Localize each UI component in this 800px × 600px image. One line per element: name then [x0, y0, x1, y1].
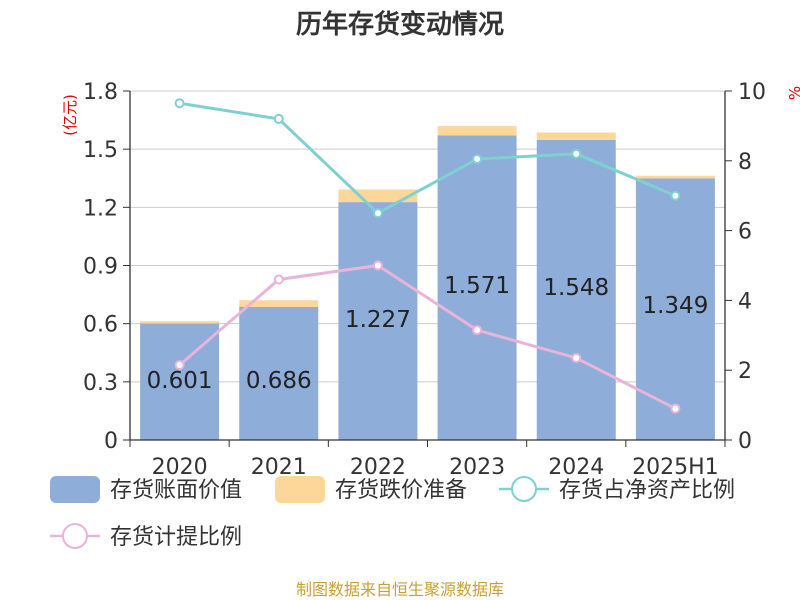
- point-inventory-to-net-assets: [372, 208, 383, 219]
- bar-inventory-impairment: [437, 126, 517, 136]
- point-inventory-to-net-assets: [273, 113, 284, 124]
- right-axis-unit: %: [786, 86, 800, 100]
- point-inventory-to-net-assets: [472, 154, 483, 165]
- line-inventory-to-net-assets: [179, 101, 677, 215]
- legend-impairment-ratio-label: 存货计提比例: [110, 525, 242, 550]
- bar-inventory-book-value: [239, 306, 319, 440]
- left-tick-label: 1.8: [83, 80, 118, 105]
- bar-inventory-book-value: [536, 139, 616, 441]
- right-tick-label: 2: [738, 359, 752, 384]
- right-tick-label: 4: [738, 289, 752, 314]
- bar-data-label: 1.349: [642, 293, 708, 319]
- legend-inventory-to-net-assets-label: 存货占净资产比例: [559, 478, 735, 503]
- left-tick-label: 1.2: [83, 196, 118, 221]
- legend-inventory-book-value-swatch: [50, 476, 100, 503]
- point-impairment-ratio: [571, 352, 582, 363]
- x-tick-label: 2020: [152, 455, 208, 480]
- point-inventory-to-net-assets: [670, 190, 681, 201]
- right-tick-label: 6: [738, 220, 752, 245]
- right-tick-label: 10: [738, 80, 766, 105]
- x-tick-label: 2022: [350, 455, 406, 480]
- bar-inventory-impairment: [635, 175, 715, 179]
- bar-inventory-impairment: [338, 189, 418, 203]
- bar-layer: 0.601 0.686 1.227 1.571 1.548 1.349: [140, 126, 715, 441]
- x-tick-label: 2023: [449, 455, 505, 480]
- x-tick-label: 2024: [548, 455, 604, 480]
- point-impairment-ratio: [372, 260, 383, 271]
- left-axis-unit: (亿元): [61, 94, 79, 136]
- bar-inventory-book-value: [437, 135, 517, 440]
- legend-impairment-ratio-swatch-marker: [62, 523, 88, 549]
- x-tick-label: 2021: [251, 455, 307, 480]
- right-tick-label: 8: [738, 150, 752, 175]
- bar-data-label: 1.227: [345, 307, 411, 333]
- line-impairment-ratio: [178, 263, 677, 410]
- grid-lines: [130, 90, 725, 383]
- legend-inventory-to-net-assets-swatch-marker: [511, 476, 537, 502]
- point-inventory-to-net-assets: [174, 98, 185, 109]
- bar-data-label: 0.686: [246, 368, 312, 394]
- right-tick-label: 0: [738, 429, 752, 454]
- chart-title: 历年存货变动情况: [296, 9, 504, 40]
- left-tick-label: 0.6: [83, 313, 118, 338]
- legend-inventory-book-value-label: 存货账面价值: [110, 478, 242, 503]
- point-impairment-ratio: [174, 359, 185, 370]
- legend-inventory-impairment-swatch: [275, 476, 325, 503]
- point-impairment-ratio: [273, 274, 284, 285]
- legend-inventory-impairment-label: 存货跌价准备: [335, 478, 467, 503]
- axes: 0 0.3 0.6 0.9 1.2 1.5 1.8 0 2 4 6 8 10 2020 2021 2022 20…: [83, 80, 766, 480]
- left-tick-label: 1.5: [83, 138, 118, 163]
- bar-inventory-impairment: [239, 300, 319, 307]
- point-impairment-ratio: [472, 325, 483, 336]
- point-inventory-to-net-assets: [571, 148, 582, 159]
- bar-inventory-impairment: [536, 132, 616, 140]
- left-tick-label: 0.3: [83, 371, 118, 396]
- bar-data-label: 1.548: [543, 275, 609, 301]
- source-note: 制图数据来自恒生聚源数据库: [296, 580, 504, 599]
- bar-inventory-book-value: [338, 202, 418, 440]
- bar-data-label: 1.571: [444, 273, 510, 299]
- left-tick-label: 0: [104, 429, 118, 454]
- bar-data-label: 0.601: [147, 368, 213, 394]
- line-layer: [174, 98, 681, 414]
- x-tick-label: 2025H1: [632, 455, 719, 480]
- left-tick-label: 0.9: [83, 255, 118, 280]
- point-impairment-ratio: [670, 403, 681, 414]
- bar-inventory-impairment: [140, 321, 220, 324]
